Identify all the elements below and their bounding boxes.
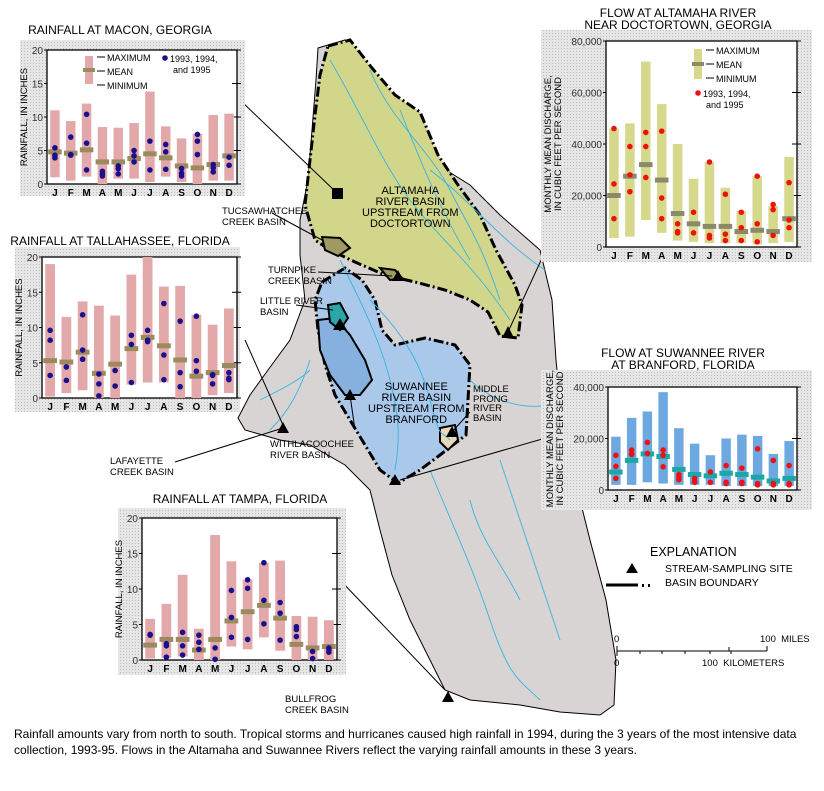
altamaha-basin xyxy=(303,38,524,340)
stream-site-icon xyxy=(502,326,514,338)
stream-site-icon xyxy=(389,474,401,485)
stream-site-icon xyxy=(344,389,356,400)
explanation-title: EXPLANATION xyxy=(650,545,737,559)
stream-site-icon xyxy=(392,270,404,281)
sites xyxy=(277,188,514,702)
turnpike-label: TURNPIKE CREEK BASIN xyxy=(268,265,332,287)
rivers xyxy=(259,59,561,701)
stream-site-icon xyxy=(446,426,458,437)
figure-caption: Rainfall amounts vary from north to sout… xyxy=(14,727,797,757)
scale-bar xyxy=(616,646,768,656)
stream-site-icon xyxy=(442,691,454,702)
legend-boundary-label: BASIN BOUNDARY xyxy=(665,577,759,589)
lafayette-label: LAFAYETTE CREEK BASIN xyxy=(110,456,174,478)
legend-site-label: STREAM-SAMPLING SITE xyxy=(665,563,793,575)
rain-gage-square-icon xyxy=(332,188,343,199)
altamaha-basin-label: ALTAMAHA RIVER BASIN UPSTREAM FROM DOCTO… xyxy=(362,185,459,230)
suwannee-basin-label: SUWANNEE RIVER BASIN UPSTREAM FROM BRANF… xyxy=(368,381,465,426)
scale-miles-label: 100 MILES xyxy=(760,634,810,645)
stream-site-icon xyxy=(277,422,289,433)
stream-site-icon xyxy=(333,318,347,330)
tucsawhatchee-basin xyxy=(320,235,352,258)
scale-km-label: 100 KILOMETERS xyxy=(702,658,785,669)
legend-triangle-icon xyxy=(626,563,638,573)
little-river-label: LITTLE RIVER BASIN xyxy=(260,296,323,318)
scale-zero-miles: 0 xyxy=(614,634,620,645)
withlacoochee-label: WITHLACOOCHEE RIVER BASIN xyxy=(270,439,354,461)
tucsawhatchee-label: TUCSAWHATCHEE CREEK BASIN xyxy=(222,206,308,228)
middle-prong-label: MIDDLE PRONG RIVER BASIN xyxy=(473,384,509,424)
bullfrog-label: BULLFROG CREEK BASIN xyxy=(285,694,349,716)
scale-zero-km: 0 xyxy=(614,658,620,669)
